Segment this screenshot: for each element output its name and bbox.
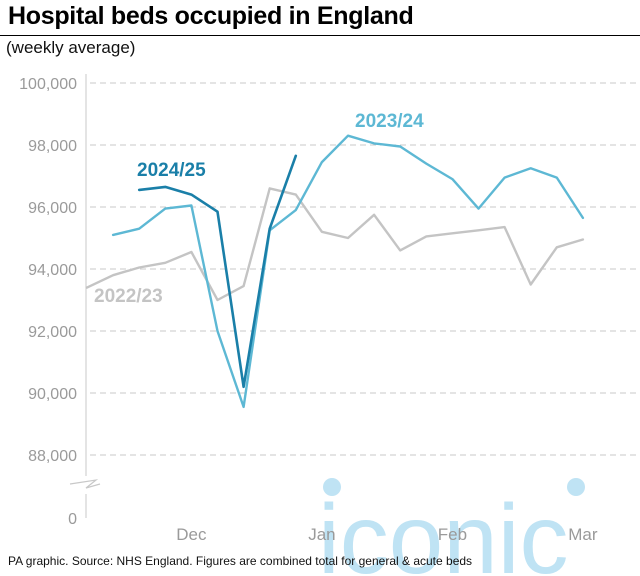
- y-tick-label: 0: [68, 511, 77, 528]
- series-label-2024-25: 2024/25: [137, 160, 206, 181]
- series-line-2024-25: [137, 154, 298, 389]
- x-tick-label: Jan: [308, 525, 335, 544]
- y-tick-label: 100,000: [19, 76, 77, 93]
- x-axis: Dec Jan Feb Mar: [176, 525, 598, 544]
- series-line-2023-24: [111, 134, 585, 409]
- y-tick-label: 94,000: [28, 262, 77, 279]
- y-tick-label: 92,000: [28, 324, 77, 341]
- series-labels: 2024/25 2023/24 2022/23: [94, 111, 424, 307]
- series-line-2022-23: [85, 187, 585, 302]
- watermark-text: iconic: [318, 484, 569, 576]
- y-tick-label: 96,000: [28, 200, 77, 217]
- series-label-2023-24: 2023/24: [355, 111, 424, 132]
- x-tick-label: Feb: [438, 525, 467, 544]
- chart-title: Hospital beds occupied in England: [8, 2, 414, 30]
- grid-lines: [90, 82, 636, 456]
- y-tick-label: 98,000: [28, 138, 77, 155]
- series-label-2022-23: 2022/23: [94, 286, 163, 307]
- y-axis-break: [69, 74, 101, 518]
- title-rule: [0, 35, 640, 36]
- x-tick-label: Dec: [176, 525, 207, 544]
- axis-break-mark: [69, 479, 101, 489]
- y-tick-label: 90,000: [28, 386, 77, 403]
- series-lines: [85, 134, 585, 409]
- iconic-watermark: iconic: [318, 478, 585, 576]
- y-tick-label: 88,000: [28, 448, 77, 465]
- chart-subtitle: (weekly average): [6, 38, 136, 57]
- y-axis: 100,000 98,000 96,000 94,000 92,000 90,000 88,…: [19, 76, 77, 528]
- x-tick-label: Mar: [568, 525, 598, 544]
- source-note: PA graphic. Source: NHS England. Figures…: [8, 554, 473, 568]
